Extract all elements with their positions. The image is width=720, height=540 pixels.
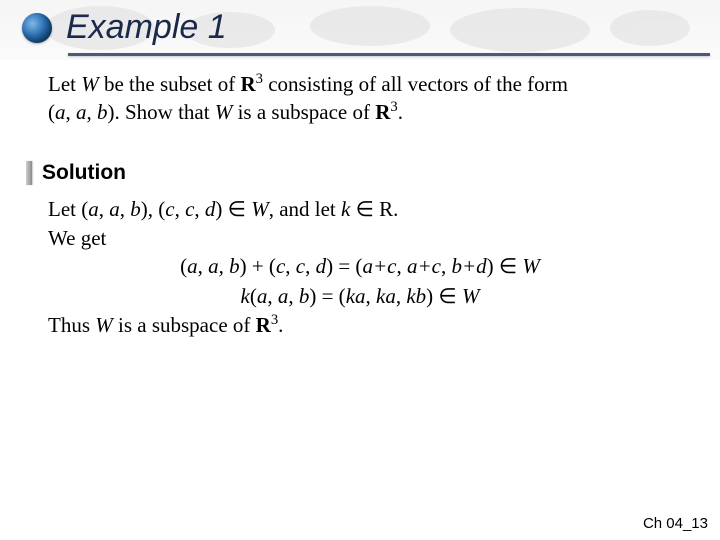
- text: be the subset of: [99, 72, 241, 96]
- text: ,: [66, 100, 77, 124]
- var-a: a: [76, 100, 87, 124]
- solution-bar-icon: [26, 161, 32, 185]
- text: ). Show that: [108, 100, 215, 124]
- solution-header: Solution: [26, 161, 720, 185]
- element-of-icon: ∈: [438, 285, 456, 308]
- var-W: W: [81, 72, 99, 96]
- var-b: b: [97, 100, 108, 124]
- element-of-icon: ∈: [499, 255, 517, 278]
- set-R: R3: [375, 100, 398, 124]
- text: ,: [87, 100, 98, 124]
- solution-eq-1: (a, a, b) + (c, c, d) = (a+c, a+c, b+d) …: [48, 252, 672, 281]
- title-row: Example 1: [0, 0, 720, 51]
- var-W: W: [215, 100, 233, 124]
- solution-line-2: We get: [48, 224, 672, 252]
- text: (: [48, 100, 55, 124]
- solution-body: Let (a, a, b), (c, c, d) ∈ W, and let k …: [48, 195, 672, 340]
- text: .: [398, 100, 403, 124]
- globe-bullet-icon: [22, 13, 52, 43]
- title-underline: [68, 53, 710, 56]
- element-of-icon: ∈: [356, 198, 374, 221]
- solution-conclusion: Thus W is a subspace of R3.: [48, 311, 672, 339]
- text: Let: [48, 72, 81, 96]
- solution-eq-2: k(a, a, b) = (ka, ka, kb) ∈ W: [48, 282, 672, 311]
- slide-title: Example 1: [66, 8, 227, 47]
- text: is a subspace of: [232, 100, 375, 124]
- slide-footer: Ch 04_13: [643, 515, 708, 532]
- element-of-icon: ∈: [228, 198, 246, 221]
- solution-label: Solution: [42, 161, 126, 185]
- var-a: a: [55, 100, 66, 124]
- set-R: R3: [240, 72, 263, 96]
- text: consisting of all vectors of the form: [263, 72, 568, 96]
- solution-line-1: Let (a, a, b), (c, c, d) ∈ W, and let k …: [48, 195, 672, 224]
- problem-statement: Let W be the subset of R3 consisting of …: [48, 70, 672, 127]
